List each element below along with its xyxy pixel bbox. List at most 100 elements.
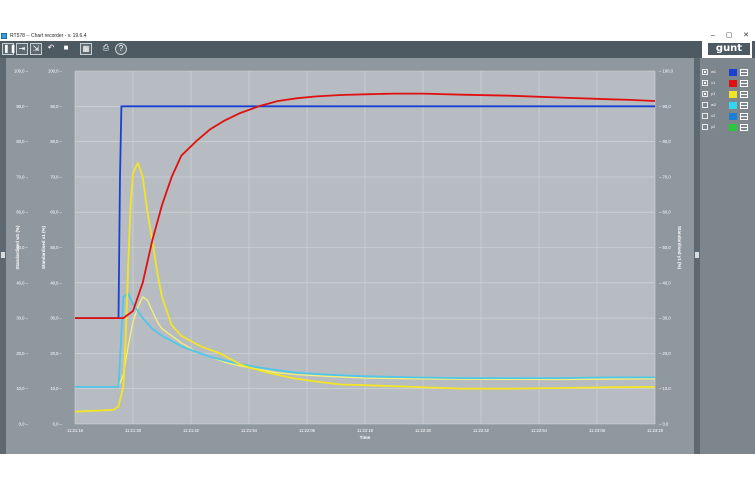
y-tick-label-w1: 60,0 – (16, 210, 28, 215)
y-tick-label-y1: – 80,0 (659, 139, 671, 144)
legend-settings-icon[interactable] (740, 80, 748, 87)
legend-label: w2 (711, 102, 717, 107)
series-line-x1 (75, 92, 656, 320)
legend-checkbox[interactable] (702, 91, 708, 97)
y-tick-label-x1: 30,0 – (50, 316, 62, 321)
y-tick-label-w1: 30,0 – (16, 316, 28, 321)
y-tick-label-x1: 50,0 – (50, 245, 62, 250)
y-tick-label-w1: 70,0 – (16, 174, 28, 179)
y-tick-label-x1: 20,0 – (50, 351, 62, 356)
y-tick-label-w1: 80,0 – (16, 139, 28, 144)
legend-color-swatch[interactable] (729, 102, 737, 109)
title-bar (0, 31, 755, 41)
y-tick-label-y1: – 10,0 (659, 386, 671, 391)
y-tick-label-w1: 50,0 – (16, 245, 28, 250)
export-icon: ⇥ (18, 44, 26, 53)
legend-settings-icon[interactable] (740, 69, 748, 76)
legend-checkbox[interactable] (702, 69, 708, 75)
y-tick-label-y1: – 20,0 (659, 351, 671, 356)
x-tick-label: 11:23:06 (589, 428, 606, 433)
legend-settings-icon[interactable] (740, 102, 748, 109)
legend-settings-icon[interactable] (740, 91, 748, 98)
x-tick-label: 11:22:18 (357, 428, 374, 433)
x-tick-label: 11:22:54 (531, 428, 548, 433)
pause-icon: ❚❚ (3, 44, 17, 53)
logo-text: gunt (708, 43, 750, 55)
right-splitter[interactable] (694, 58, 700, 454)
legend-settings-icon[interactable] (740, 113, 748, 120)
legend-label: y1 (711, 91, 716, 96)
trash-icon: ■ (63, 43, 69, 52)
legend-checkbox[interactable] (702, 124, 708, 130)
y-tick-label-w1: 40,0 – (16, 280, 28, 285)
y-axis-label-x1: Standardised x1 (%) (41, 225, 46, 269)
collapse-right-icon[interactable] (695, 252, 699, 258)
help-icon: ? (118, 44, 124, 53)
legend-color-swatch[interactable] (729, 124, 737, 131)
x-tick-label: 11:21:30 (125, 428, 142, 433)
app-icon (1, 33, 7, 39)
grid-icon: ▦ (82, 44, 90, 53)
y-tick-label-x1: 0,0 – (53, 422, 63, 427)
legend-checkbox[interactable] (702, 113, 708, 119)
y-tick-label-x1: 100,0 – (48, 69, 63, 74)
y-tick-label-y1: – 90,0 (659, 104, 671, 109)
legend-item-y2[interactable]: y2 (702, 123, 752, 131)
legend-label: y2 (711, 124, 716, 129)
y-tick-label-x1: 80,0 – (50, 139, 62, 144)
y-tick-label-x1: 40,0 – (50, 280, 62, 285)
collapse-left-icon[interactable] (1, 252, 5, 258)
legend-color-swatch[interactable] (729, 80, 737, 87)
legend-item-w1[interactable]: w1 (702, 68, 752, 76)
y-tick-label-w1: 90,0 – (16, 104, 28, 109)
y-tick-label-w1: 100,0 – (14, 69, 29, 74)
legend-item-w2[interactable]: w2 (702, 101, 752, 109)
window-title: RT578 -- Chart recorder - v. 19.6.4 (10, 33, 87, 39)
y-tick-label-y1: – 0,0 (659, 422, 669, 427)
logo: gunt (702, 41, 752, 58)
x-tick-label: 11:23:18 (647, 428, 664, 433)
x-axis-label: Time (360, 435, 371, 440)
x-tick-label: 11:22:06 (299, 428, 316, 433)
x-tick-label: 11:21:54 (241, 428, 258, 433)
undo-button[interactable]: ↶ (45, 43, 57, 55)
export-sub-button[interactable]: ⇲ (30, 43, 42, 55)
legend-item-x2[interactable]: x2 (702, 112, 752, 120)
series-line-y1-ghost (117, 296, 656, 388)
y-tick-label-w1: 10,0 – (16, 386, 28, 391)
series-line-y1 (74, 161, 656, 413)
bottom-area (0, 454, 755, 488)
legend-label: w1 (711, 69, 717, 74)
legend-checkbox[interactable] (702, 80, 708, 86)
y-tick-label-y1: – 70,0 (659, 174, 671, 179)
y-tick-label-y1: – 50,0 (659, 245, 671, 250)
y-tick-label-x1: 70,0 – (50, 174, 62, 179)
legend-item-x1[interactable]: x1 (702, 79, 752, 87)
legend-item-y1[interactable]: y1 (702, 90, 752, 98)
legend-checkbox[interactable] (702, 102, 708, 108)
y-axis-label-w1: Standardised w1 (%) (15, 225, 20, 270)
left-splitter[interactable] (0, 58, 6, 454)
close-button[interactable]: ✕ (743, 32, 749, 39)
y-tick-label-w1: 20,0 – (16, 351, 28, 356)
y-tick-label-y1: – 60,0 (659, 210, 671, 215)
pause-button[interactable]: ❚❚ (2, 43, 17, 55)
y-tick-label-x1: 10,0 – (50, 386, 62, 391)
minimize-button[interactable]: – (711, 32, 715, 39)
y-tick-label-w1: 0,0 – (19, 422, 29, 427)
export-button[interactable]: ⇥ (16, 43, 28, 55)
print-button[interactable]: ⎙ (100, 43, 112, 55)
x-tick-label: 11:21:42 (183, 428, 200, 433)
legend-color-swatch[interactable] (729, 91, 737, 98)
help-button[interactable]: ? (115, 43, 127, 55)
legend-settings-icon[interactable] (740, 124, 748, 131)
grid-button[interactable]: ▦ (80, 43, 92, 55)
delete-button[interactable]: ■ (60, 43, 72, 55)
legend-color-swatch[interactable] (729, 113, 737, 120)
legend-color-swatch[interactable] (729, 69, 737, 76)
x-tick-label: 11:21:18 (67, 428, 84, 433)
y-tick-label-y1: – 40,0 (659, 280, 671, 285)
y-tick-label-y1: – 30,0 (659, 316, 671, 321)
maximize-button[interactable]: ▢ (725, 32, 733, 39)
